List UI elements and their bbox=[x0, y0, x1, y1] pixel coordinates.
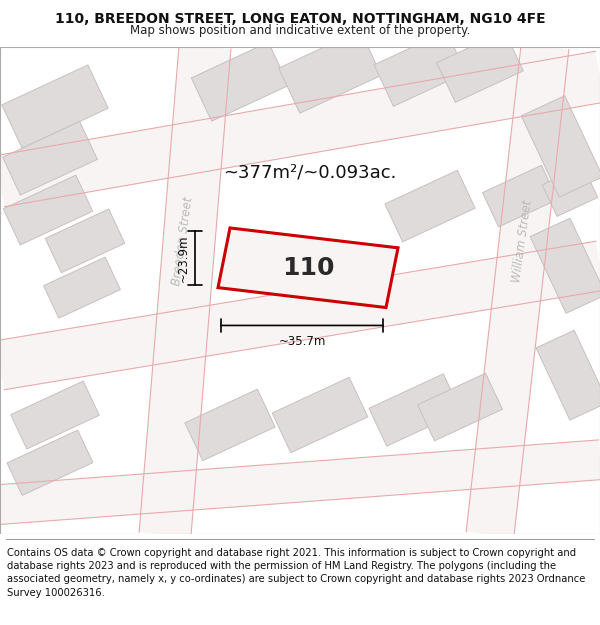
Text: William Street: William Street bbox=[510, 199, 534, 283]
Text: Breedon Street: Breedon Street bbox=[170, 196, 196, 286]
Polygon shape bbox=[536, 330, 600, 420]
Polygon shape bbox=[0, 440, 600, 524]
Text: ~35.7m: ~35.7m bbox=[278, 336, 326, 348]
Polygon shape bbox=[418, 373, 502, 441]
Polygon shape bbox=[2, 65, 108, 148]
Polygon shape bbox=[218, 228, 398, 308]
Text: Map shows position and indicative extent of the property.: Map shows position and indicative extent… bbox=[130, 24, 470, 36]
Text: 110: 110 bbox=[282, 256, 334, 280]
Polygon shape bbox=[374, 31, 466, 106]
Polygon shape bbox=[185, 389, 275, 461]
Polygon shape bbox=[2, 121, 97, 195]
Text: ~23.9m: ~23.9m bbox=[177, 234, 190, 281]
Polygon shape bbox=[385, 170, 475, 242]
Polygon shape bbox=[11, 381, 99, 449]
Polygon shape bbox=[278, 30, 382, 113]
Polygon shape bbox=[542, 166, 598, 216]
Polygon shape bbox=[45, 209, 125, 272]
Text: ~377m²/~0.093ac.: ~377m²/~0.093ac. bbox=[223, 163, 397, 181]
Polygon shape bbox=[0, 51, 600, 207]
Polygon shape bbox=[482, 166, 557, 227]
Polygon shape bbox=[530, 218, 600, 313]
Polygon shape bbox=[369, 374, 461, 446]
Polygon shape bbox=[521, 96, 600, 197]
Polygon shape bbox=[437, 31, 523, 102]
Polygon shape bbox=[272, 378, 368, 452]
Polygon shape bbox=[7, 430, 93, 496]
Polygon shape bbox=[3, 175, 93, 245]
Polygon shape bbox=[44, 257, 121, 318]
Polygon shape bbox=[0, 241, 600, 390]
Polygon shape bbox=[466, 44, 569, 537]
Text: 110, BREEDON STREET, LONG EATON, NOTTINGHAM, NG10 4FE: 110, BREEDON STREET, LONG EATON, NOTTING… bbox=[55, 12, 545, 26]
Polygon shape bbox=[191, 42, 289, 121]
Text: Contains OS data © Crown copyright and database right 2021. This information is : Contains OS data © Crown copyright and d… bbox=[7, 548, 586, 598]
Polygon shape bbox=[139, 45, 231, 536]
